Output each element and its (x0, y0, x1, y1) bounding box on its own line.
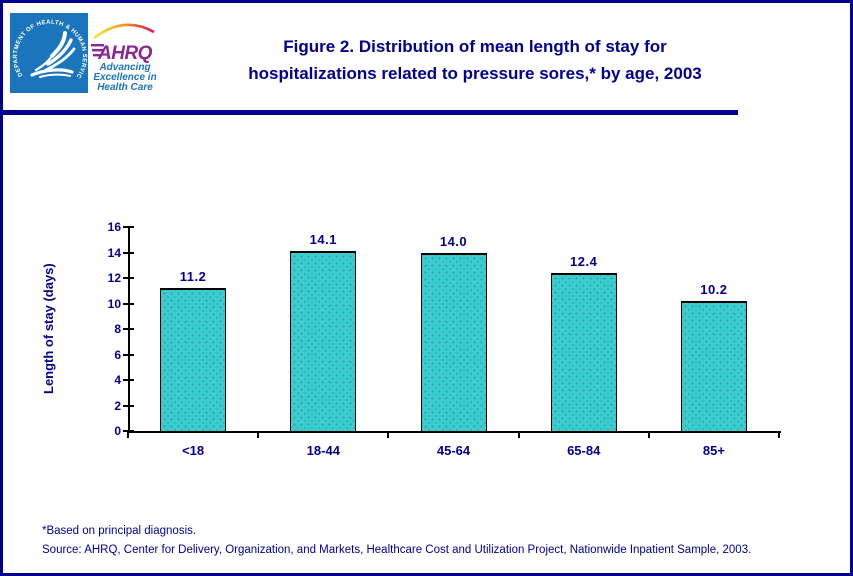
x-axis-tick (257, 431, 260, 438)
bar-value-label: 14.0 (439, 233, 468, 249)
y-axis-tick-label: 12 (107, 271, 121, 285)
ahrq-tagline: Advancing Excellence in Health Care (93, 62, 156, 93)
bar-chart: Length of stay (days) 0 2 4 6 8 10 12 14 16 11.2 <… (3, 3, 850, 573)
y-axis-tick-label: 8 (114, 322, 121, 336)
rainbow-arc-icon (93, 23, 155, 40)
header-divider (3, 110, 738, 115)
y-axis-tick (123, 226, 134, 228)
hhs-logo-background (10, 13, 88, 93)
x-axis-category-label: 18-44 (306, 443, 340, 458)
y-axis-tick-label: 0 (114, 424, 121, 438)
x-axis-tick (127, 431, 129, 438)
bar-65-84 (550, 272, 617, 431)
x-axis-category-label: <18 (182, 443, 205, 458)
x-axis-category-label: 45-64 (436, 443, 471, 458)
bar-85+ (680, 300, 747, 431)
x-axis-category-label: 85+ (702, 443, 725, 458)
bar-45-64 (420, 252, 487, 431)
ahrq-hhs-logo: DEPARTMENT OF HEALTH & HUMAN SERVICES • … (10, 13, 160, 93)
y-axis-tick (123, 251, 134, 254)
x-axis-tick (647, 431, 650, 438)
y-axis-tick-label: 16 (107, 220, 121, 234)
ahrq-speed-lines-icon (91, 44, 104, 57)
x-axis-tick (387, 431, 390, 438)
bar-value-label: 14.1 (309, 232, 337, 248)
hhs-eagle-icon (30, 31, 76, 78)
y-axis-title: Length of stay (days) (41, 263, 56, 395)
footnote-source: Source: AHRQ, Center for Delivery, Organ… (42, 543, 752, 556)
bar-value-label: 12.4 (570, 253, 598, 269)
bar-value-label: 11.2 (179, 269, 207, 285)
figure-title: Figure 2. Distribution of mean length of… (170, 33, 780, 87)
y-axis-tick-label: 6 (114, 347, 121, 362)
y-axis-tick (123, 328, 134, 330)
footnotes: *Based on principal diagnosis. Source: A… (42, 522, 751, 559)
figure-title-line-2: hospitalizations related to pressure sor… (248, 64, 702, 83)
y-axis-tick-label: 10 (107, 296, 121, 311)
y-axis-tick (123, 404, 134, 407)
tagline-line-2: Excellence in (93, 72, 156, 83)
figure-title-line-1: Figure 2. Distribution of mean length of… (283, 37, 667, 56)
y-axis-tick (123, 302, 134, 305)
y-axis-tick-label: 2 (114, 398, 121, 413)
y-axis-tick (123, 379, 134, 381)
ahrq-halftone-texture (88, 13, 160, 93)
y-axis-line (128, 227, 130, 433)
y-axis-tick-label: 4 (114, 373, 121, 387)
x-axis-tick (778, 431, 780, 438)
bar-value-label: 10.2 (700, 281, 728, 297)
y-axis-tick-label: 14 (107, 245, 121, 260)
x-axis-line (128, 431, 781, 433)
ahrq-acronym: AHRQ (97, 43, 153, 64)
bar-18-44 (290, 251, 357, 431)
y-axis-tick (123, 353, 134, 356)
x-axis-category-label: 65-84 (567, 443, 601, 458)
footnote-asterisk: *Based on principal diagnosis. (42, 525, 197, 537)
tagline-line-3: Health Care (97, 82, 153, 93)
bar-<18 (160, 288, 227, 431)
x-axis-tick (517, 431, 520, 438)
y-axis-tick (123, 277, 134, 279)
tagline-line-1: Advancing (98, 62, 150, 73)
